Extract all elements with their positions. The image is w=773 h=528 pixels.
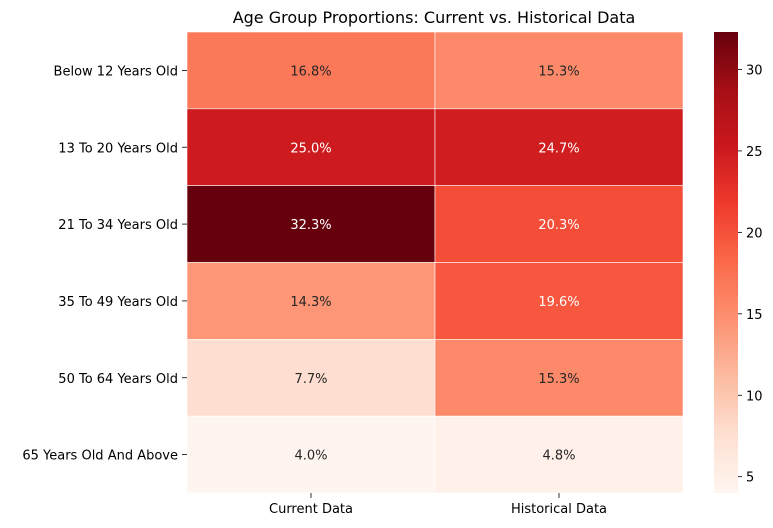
- row-label: 50 To 64 Years Old: [58, 372, 178, 387]
- row-label: 35 To 49 Years Old: [58, 295, 178, 310]
- colorbar-tick-label: 25: [746, 145, 763, 160]
- colorbar-gradient: [714, 32, 738, 493]
- heatmap-cell: [434, 185, 684, 263]
- heatmap-cell: [434, 262, 684, 340]
- row-label: 13 To 20 Years Old: [58, 141, 178, 156]
- colorbar-tick-label: 15: [746, 308, 763, 323]
- heatmap-cells: 16.8% 15.3% 25.0% 24.7% 32.3% 20.3% 14.3% 19.6%…: [186, 31, 684, 494]
- heatmap-cell: [434, 31, 684, 110]
- heatmap-cell: [434, 339, 684, 417]
- cell-value-label: 19.6%: [538, 295, 579, 310]
- row-labels: Below 12 Years Old 13 To 20 Years Old 21 T…: [22, 64, 187, 464]
- heatmap-cell: [186, 262, 436, 340]
- cell-value-label: 4.0%: [294, 449, 327, 464]
- heatmap-cell: [186, 108, 436, 186]
- cell-value-label: 15.3%: [538, 64, 579, 79]
- column-label: Current Data: [269, 502, 353, 517]
- row-label: 65 Years Old And Above: [22, 449, 178, 464]
- cell-value-label: 7.7%: [294, 372, 327, 387]
- cell-value-label: 16.8%: [290, 64, 331, 79]
- colorbar: 5 10 15 20 25 30: [714, 32, 763, 493]
- cell-value-label: 24.7%: [538, 141, 579, 156]
- heatmap-cell: [434, 415, 684, 494]
- colorbar-tick-label: 30: [746, 63, 763, 78]
- cell-value-label: 15.3%: [538, 372, 579, 387]
- colorbar-tick-label: 10: [746, 389, 763, 404]
- row-label: 21 To 34 Years Old: [58, 218, 178, 233]
- colorbar-tick-label: 20: [746, 226, 763, 241]
- colorbar-tick-label: 5: [746, 471, 754, 486]
- cell-value-label: 25.0%: [290, 141, 331, 156]
- heatmap-cell: [186, 31, 436, 110]
- cell-value-label: 32.3%: [290, 218, 331, 233]
- heatmap-cell: [434, 108, 684, 186]
- chart-title: Age Group Proportions: Current vs. Histo…: [233, 8, 636, 27]
- cell-value-label: 4.8%: [542, 449, 575, 464]
- cell-value-label: 20.3%: [538, 218, 579, 233]
- heatmap-cell: [186, 185, 436, 263]
- column-labels: Current Data Historical Data: [269, 493, 607, 517]
- cell-value-label: 14.3%: [290, 295, 331, 310]
- column-label: Historical Data: [511, 502, 607, 517]
- row-label: Below 12 Years Old: [54, 64, 178, 79]
